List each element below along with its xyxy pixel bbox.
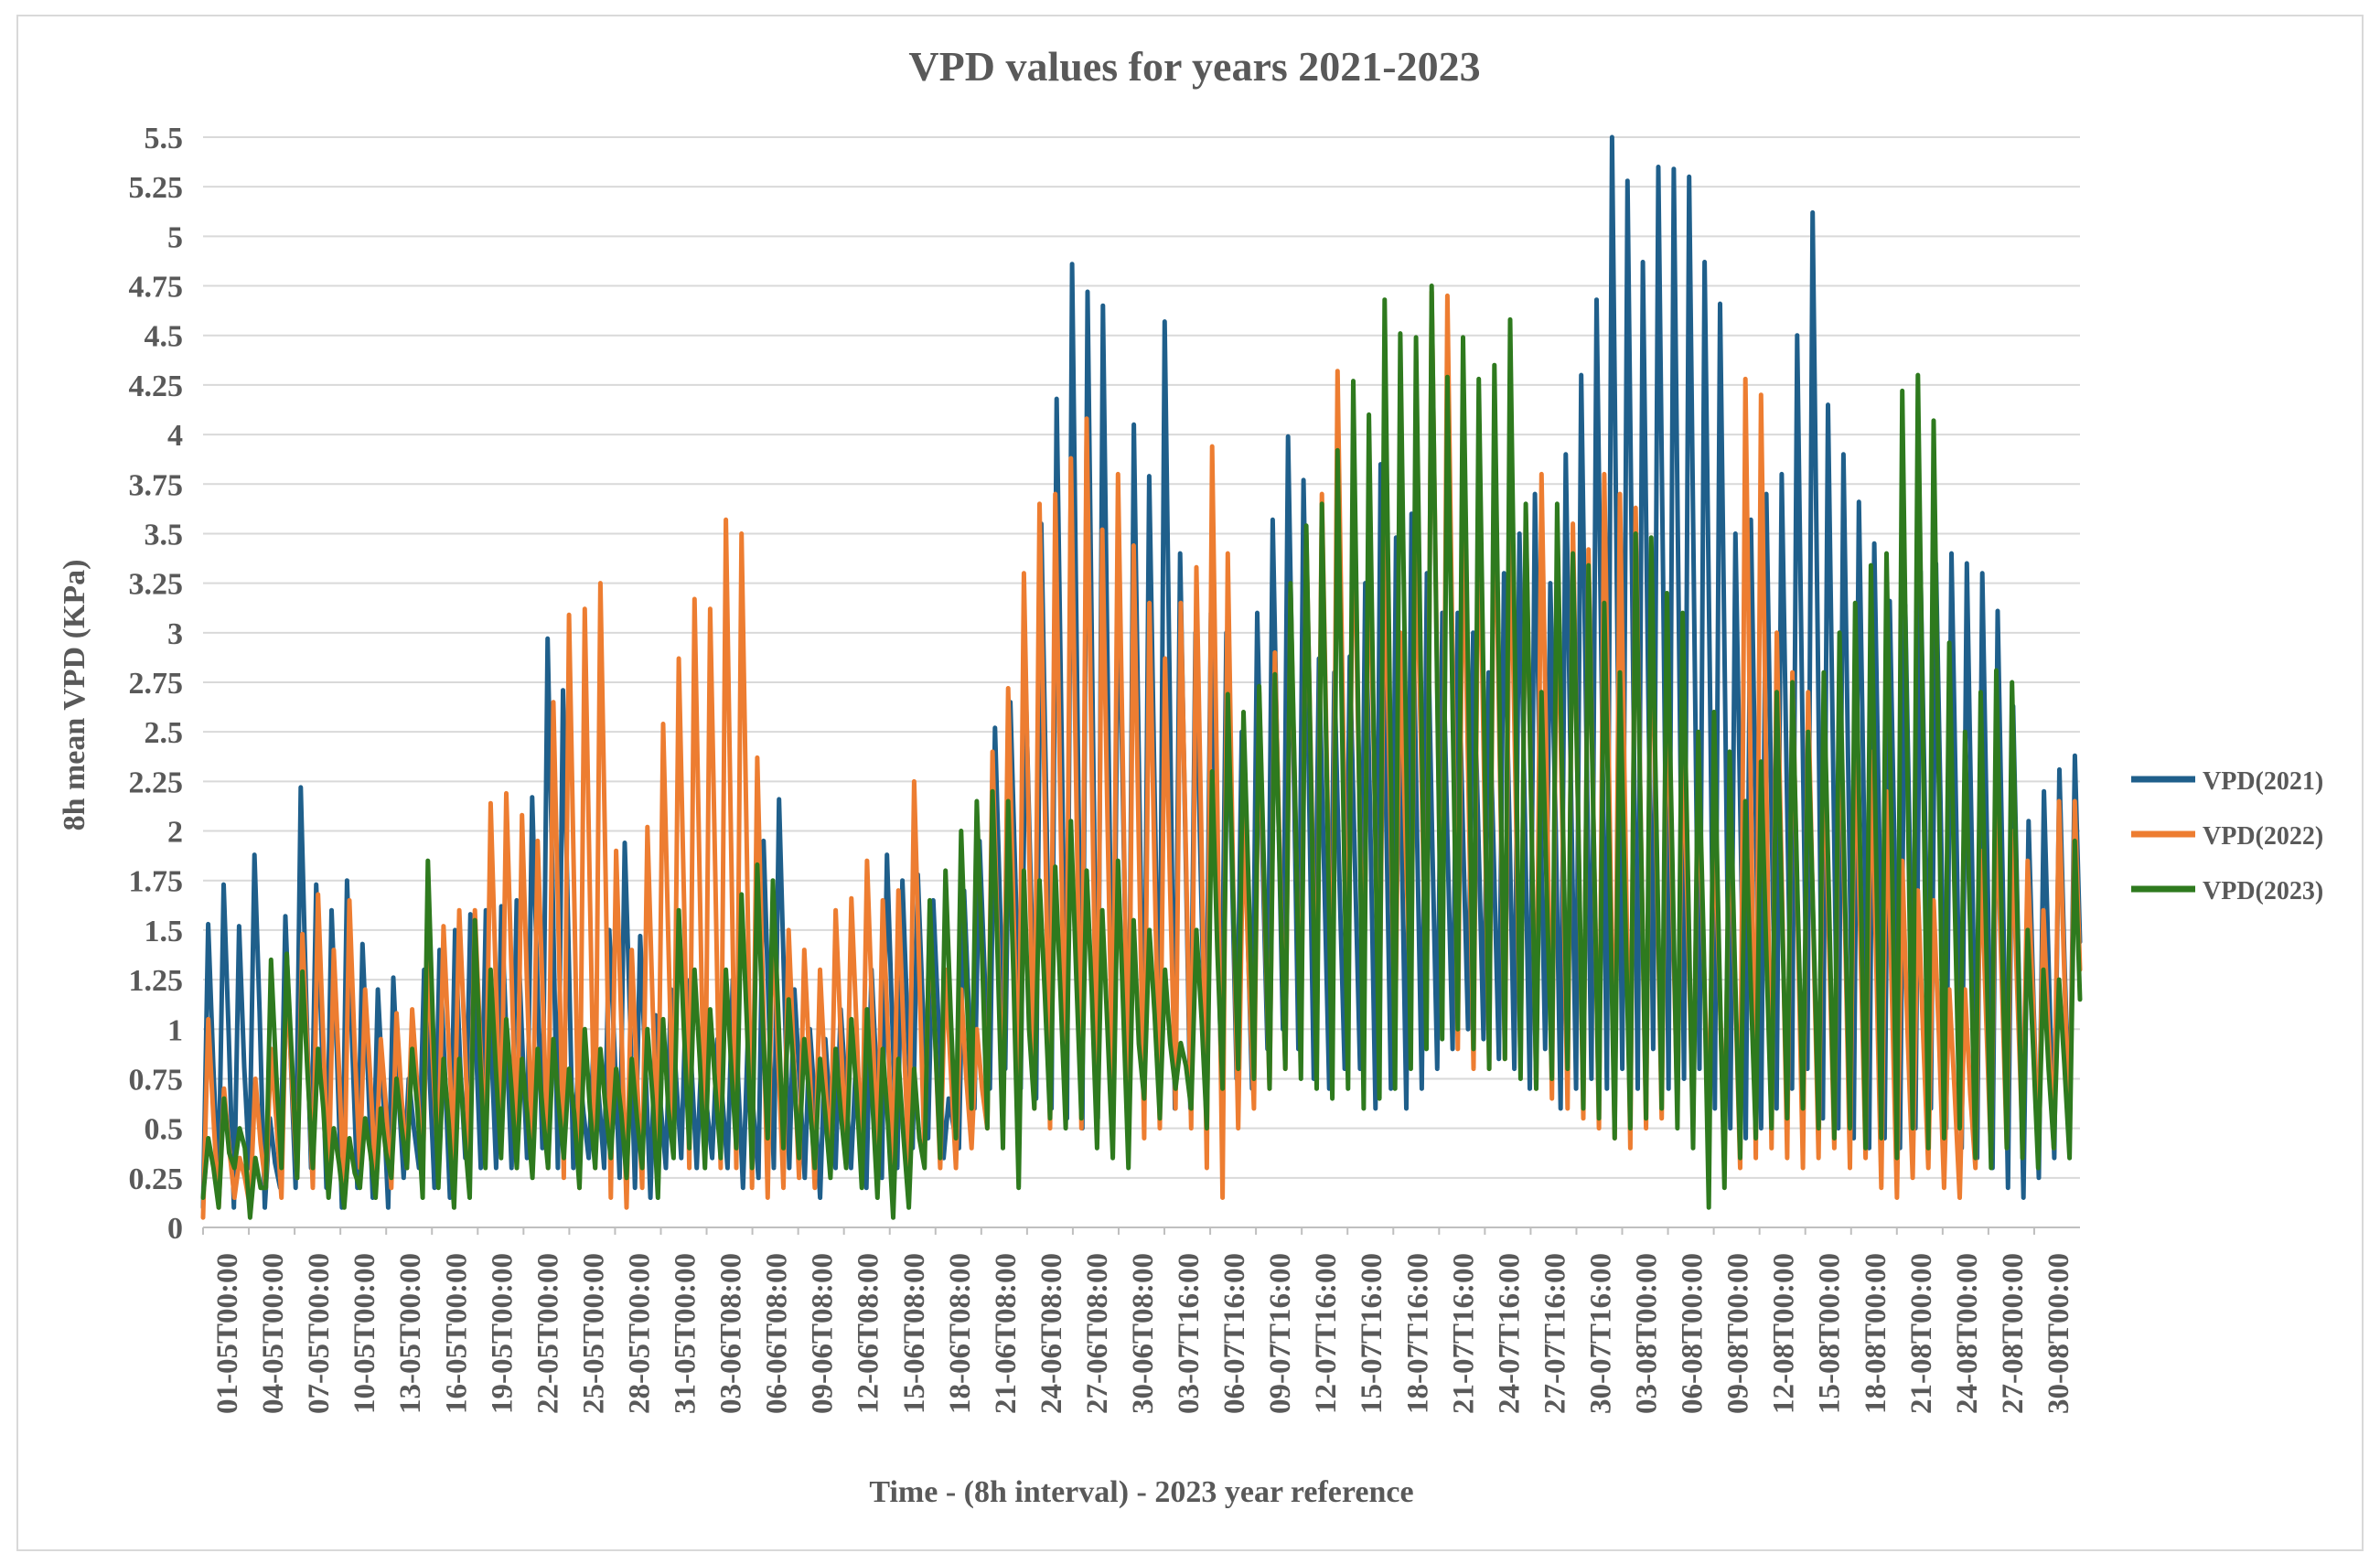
y-tick-label: 3.25 xyxy=(129,568,184,602)
y-tick-label: 2.75 xyxy=(129,667,184,701)
x-axis-tick-labels: 01-05T00:00 04-05T00:00 07-05T00:00 10-05T0… xyxy=(202,1227,2075,1414)
series-line-vpd2023 xyxy=(200,284,2083,1220)
x-tick-label: 15-07T16:00 xyxy=(1356,1253,1388,1414)
y-tick-label: 3.5 xyxy=(145,518,184,552)
data-series xyxy=(200,134,2083,1220)
x-tick-label: 13-05T00:00 xyxy=(394,1253,427,1414)
y-tick-label: 0 xyxy=(167,1212,183,1246)
y-tick-label: 3 xyxy=(167,617,183,651)
x-tick-label: 03-06T08:00 xyxy=(715,1253,748,1414)
x-tick-label: 27-07T16:00 xyxy=(1538,1253,1571,1414)
x-tick-label: 12-07T16:00 xyxy=(1310,1253,1343,1414)
x-tick-label: 15-08T00:00 xyxy=(1814,1253,1847,1414)
x-tick-label: 18-07T16:00 xyxy=(1401,1253,1434,1414)
y-tick-label: 1.25 xyxy=(129,964,184,998)
x-tick-label: 10-05T00:00 xyxy=(348,1253,381,1414)
y-tick-label: 0.25 xyxy=(129,1162,184,1196)
x-tick-label: 12-08T00:00 xyxy=(1768,1253,1801,1414)
y-tick-label: 4.5 xyxy=(145,320,184,354)
x-tick-label: 12-06T08:00 xyxy=(852,1253,885,1414)
x-tick-label: 24-07T16:00 xyxy=(1493,1253,1526,1414)
legend-label: VPD(2021) xyxy=(2203,767,2323,796)
x-tick-label: 31-05T00:00 xyxy=(670,1253,702,1414)
x-tick-label: 19-05T00:00 xyxy=(486,1253,519,1414)
x-tick-label: 28-05T00:00 xyxy=(623,1253,656,1414)
x-tick-label: 21-08T00:00 xyxy=(1905,1253,1938,1414)
x-tick-label: 30-06T08:00 xyxy=(1127,1253,1160,1414)
x-tick-label: 22-05T00:00 xyxy=(531,1253,564,1414)
y-axis-tick-labels: 0 0.25 0.5 0.75 1 1.25 1.5 1.75 2 2.25 2.5 2.75 3 3.2… xyxy=(129,122,184,1246)
y-tick-label: 4 xyxy=(167,419,183,453)
x-tick-label: 30-07T16:00 xyxy=(1584,1253,1617,1414)
y-tick-label: 5.5 xyxy=(145,122,184,155)
x-tick-label: 21-06T08:00 xyxy=(990,1253,1023,1414)
x-tick-label: 09-07T16:00 xyxy=(1264,1253,1297,1414)
y-axis-label: 8h mean VPD (KPa) xyxy=(58,560,91,831)
x-tick-label: 09-06T08:00 xyxy=(807,1253,840,1414)
y-tick-label: 1 xyxy=(167,1013,183,1047)
x-tick-label: 25-05T00:00 xyxy=(577,1253,610,1414)
x-tick-label: 24-08T00:00 xyxy=(1951,1253,1984,1414)
x-tick-label: 06-07T16:00 xyxy=(1218,1253,1251,1414)
y-tick-label: 3.75 xyxy=(129,468,184,502)
y-tick-label: 1.75 xyxy=(129,865,184,899)
x-tick-label: 18-06T08:00 xyxy=(944,1253,977,1414)
x-tick-label: 27-08T00:00 xyxy=(1997,1253,2030,1414)
legend-label: VPD(2022) xyxy=(2203,822,2323,851)
y-tick-label: 2 xyxy=(167,816,183,850)
x-tick-label: 30-08T00:00 xyxy=(2042,1253,2075,1414)
x-tick-label: 27-06T08:00 xyxy=(1081,1253,1114,1414)
x-tick-label: 21-07T16:00 xyxy=(1447,1253,1480,1414)
x-tick-label: 06-06T08:00 xyxy=(761,1253,794,1414)
x-tick-label: 15-06T08:00 xyxy=(898,1253,931,1414)
x-axis-label: Time - (8h interval) - 2023 year referen… xyxy=(869,1475,1413,1509)
chart-title: VPD values for years 2021-2023 xyxy=(908,43,1480,90)
x-tick-label: 01-05T00:00 xyxy=(211,1253,244,1414)
y-tick-label: 1.5 xyxy=(145,915,184,948)
y-tick-label: 5.25 xyxy=(129,171,184,205)
x-tick-label: 16-05T00:00 xyxy=(440,1253,473,1414)
y-tick-label: 2.25 xyxy=(129,766,184,799)
y-tick-label: 4.25 xyxy=(129,370,184,403)
y-tick-label: 2.5 xyxy=(145,716,184,750)
legend-label: VPD(2023) xyxy=(2203,877,2323,905)
x-tick-label: 06-08T00:00 xyxy=(1677,1253,1710,1414)
x-tick-label: 03-08T00:00 xyxy=(1631,1253,1664,1414)
y-tick-label: 0.5 xyxy=(145,1113,184,1147)
x-tick-label: 24-06T08:00 xyxy=(1035,1253,1068,1414)
legend: VPD(2021) VPD(2022) VPD(2023) xyxy=(2131,767,2323,905)
x-tick-label: 09-08T00:00 xyxy=(1722,1253,1755,1414)
x-tick-label: 03-07T16:00 xyxy=(1173,1253,1206,1414)
x-tick-label: 07-05T00:00 xyxy=(303,1253,336,1414)
y-tick-label: 5 xyxy=(167,220,183,254)
y-tick-label: 4.75 xyxy=(129,271,184,305)
x-tick-label: 18-08T00:00 xyxy=(1860,1253,1892,1414)
x-tick-label: 04-05T00:00 xyxy=(257,1253,290,1414)
y-tick-label: 0.75 xyxy=(129,1063,184,1097)
